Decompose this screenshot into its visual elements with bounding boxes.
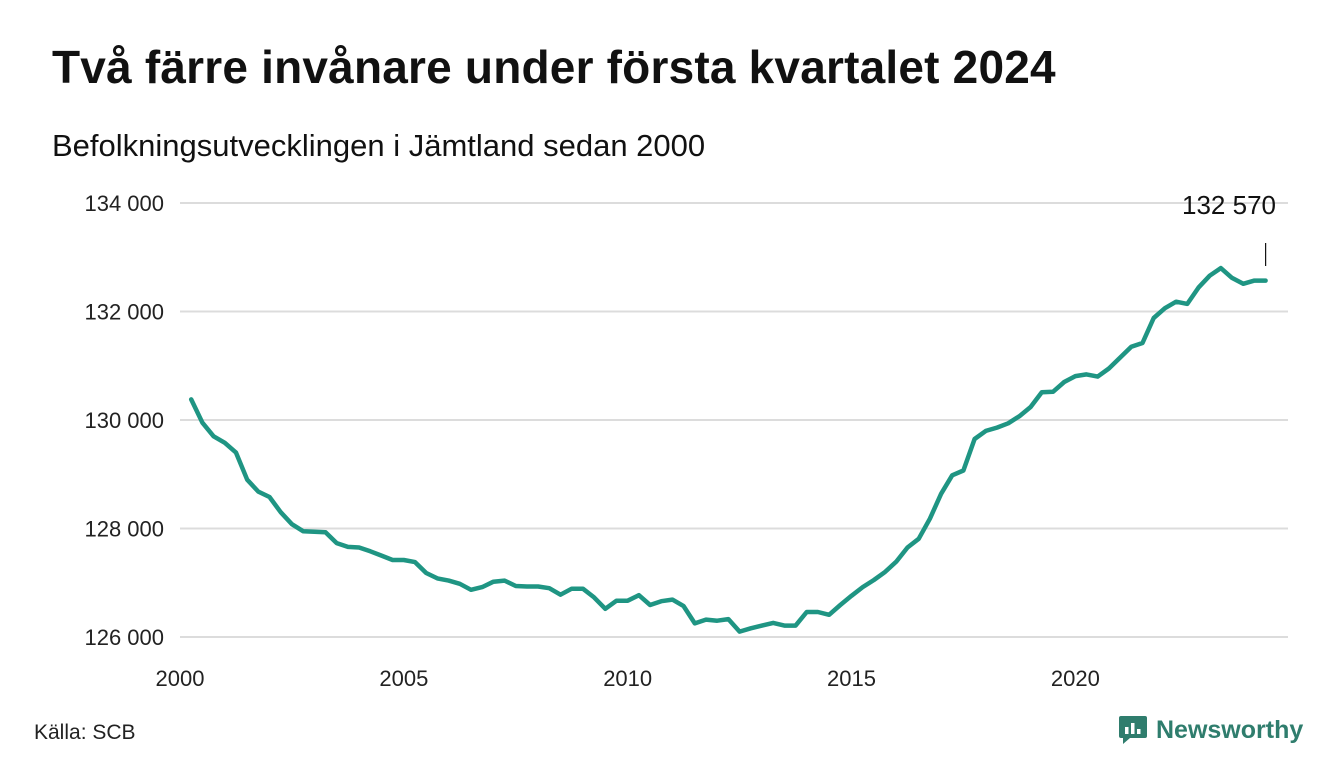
brand-name: Newsworthy [1156,715,1304,744]
population-line [188,265,1268,634]
y-tick-label: 134 000 [84,191,164,216]
y-tick-label: 126 000 [84,625,164,650]
x-tick-label: 2020 [1051,666,1100,691]
grid-lines [180,202,1288,638]
annotation-label: 132 570 [1182,190,1276,220]
x-tick-label: 2005 [379,666,428,691]
chart-subtitle: Befolkningsutvecklingen i Jämtland sedan… [52,128,706,163]
source-note: Källa: SCB [34,721,136,744]
x-axis: 2000 2005 2010 2015 2020 [156,666,1100,691]
x-tick-label: 2000 [156,666,205,691]
y-tick-label: 132 000 [84,300,164,325]
brand-logo: Newsworthy [1118,714,1303,746]
y-tick-label: 128 000 [84,517,164,542]
chart-title: Två färre invånare under första kvartale… [52,41,1056,93]
x-tick-label: 2015 [827,666,876,691]
y-tick-label: 130 000 [84,408,164,433]
y-axis: 126 000 128 000 130 000 132 000 134 000 [84,191,164,650]
x-tick-label: 2010 [603,666,652,691]
newsworthy-logo-icon [1119,716,1147,744]
